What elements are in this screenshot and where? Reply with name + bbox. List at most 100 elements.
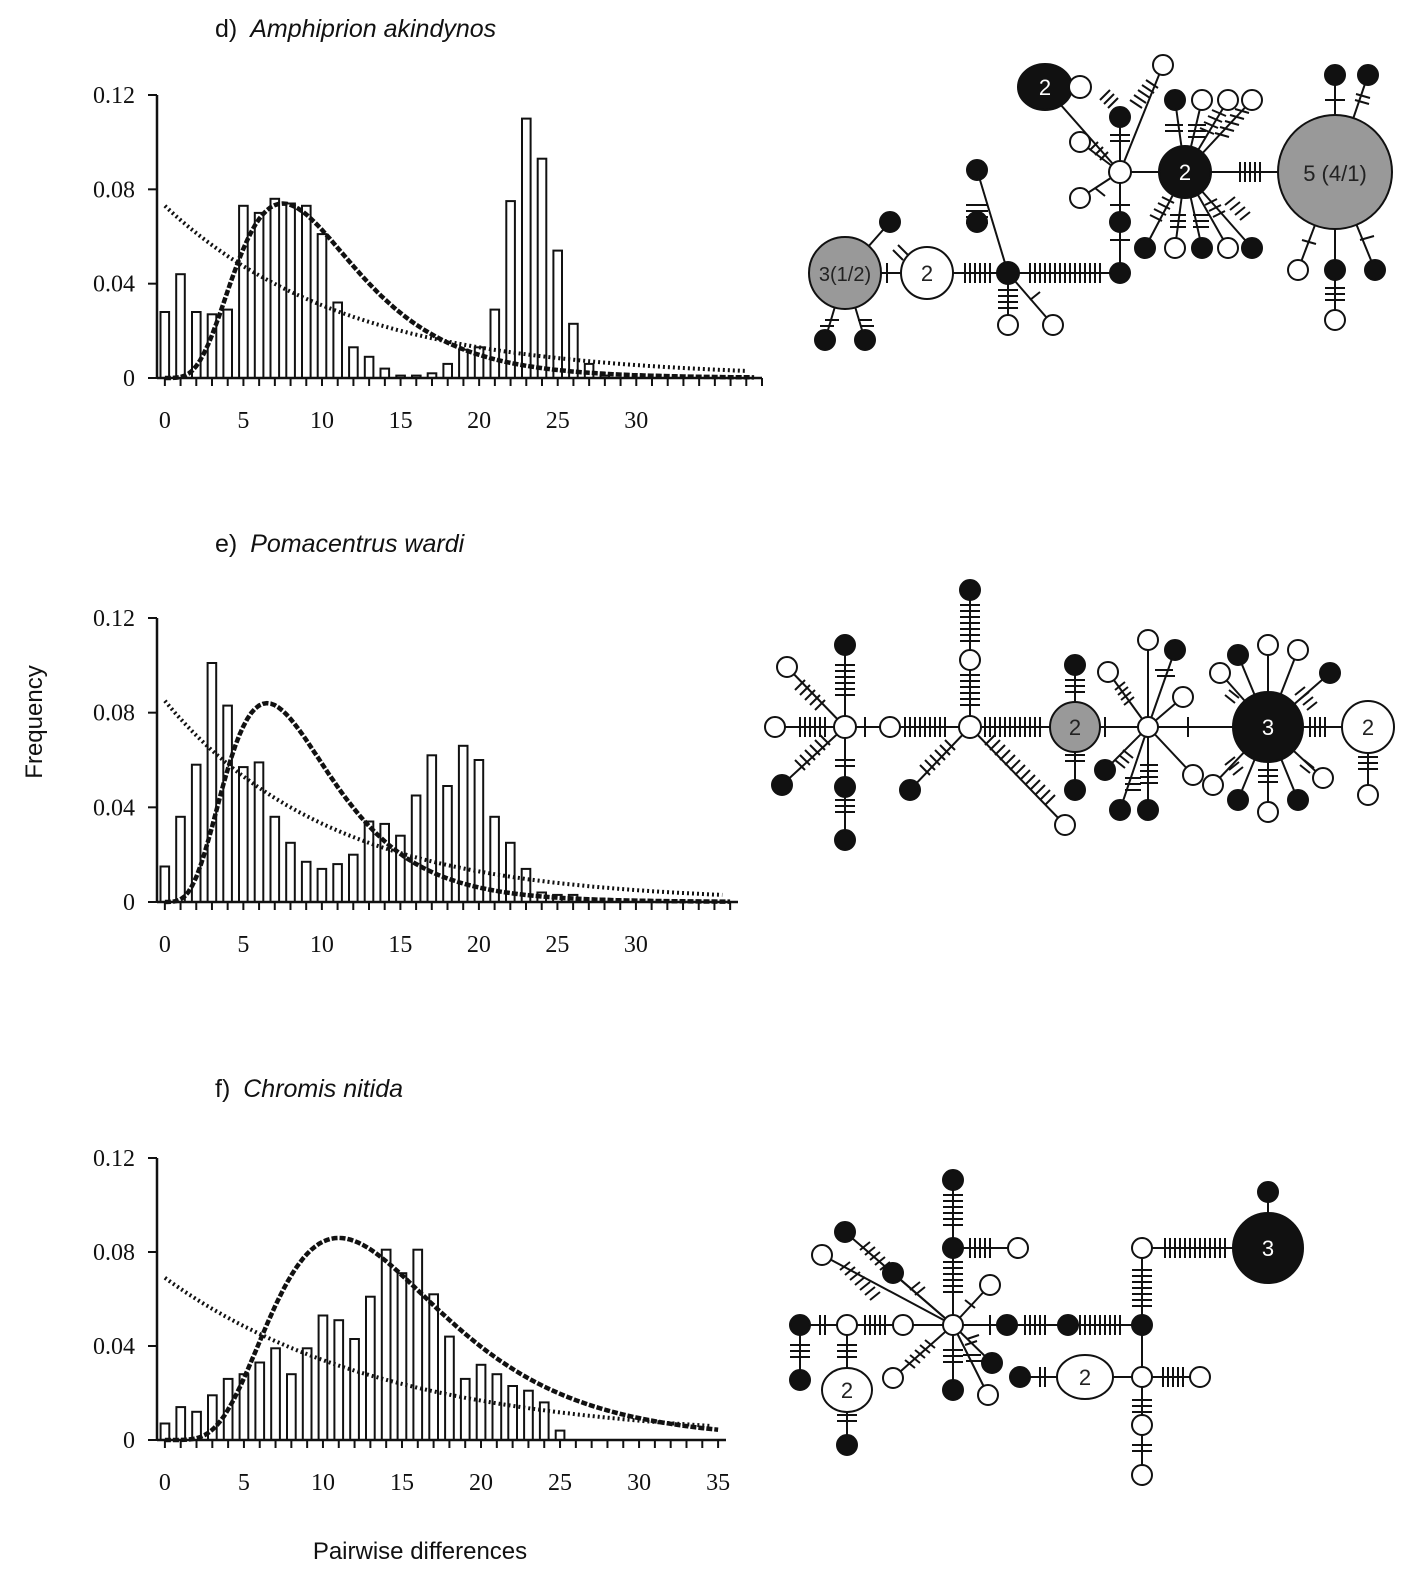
- panel-d-title: d) Amphiprion akindynos: [215, 15, 496, 43]
- network-e-node-label: 2: [1069, 715, 1081, 740]
- x-tick-label-f: 35: [706, 1470, 730, 1496]
- bar-e-6: [253, 761, 265, 904]
- y-tick-label-d: 0: [123, 366, 135, 392]
- x-tick-label-d: 20: [467, 408, 491, 434]
- x-tick-label-d: 10: [310, 408, 334, 434]
- panel-f-letter: f): [215, 1075, 230, 1103]
- bar-f-18: [444, 1335, 455, 1441]
- constant-curve-f: [163, 1276, 711, 1428]
- bar-e-10: [316, 867, 328, 904]
- y-tick-label-e: 0.12: [93, 606, 135, 632]
- bar-e-11: [332, 863, 343, 903]
- y-tick-label-d: 0.08: [93, 177, 135, 203]
- bar-d-18: [442, 362, 453, 379]
- bar-f-12: [349, 1338, 360, 1441]
- network-d-nodes: [808, 54, 1393, 351]
- network-e-labels: 2 3 2: [1069, 715, 1374, 740]
- bar-e-0: [159, 865, 171, 903]
- bar-f-24: [538, 1401, 550, 1442]
- bar-e-12: [348, 853, 359, 904]
- bar-f-21: [491, 1373, 503, 1441]
- bar-f-6: [254, 1361, 266, 1441]
- network-d-labels: 2 2 5 (4/1) 3(1/2) 2: [819, 75, 1367, 286]
- bar-f-9: [301, 1347, 313, 1442]
- y-tick-label-e: 0.08: [93, 701, 135, 727]
- bar-d-9: [301, 204, 312, 379]
- x-tick-label-e: 25: [545, 932, 569, 958]
- panel-f-species: Chromis nitida: [243, 1075, 403, 1103]
- network-f-node-label: 2: [841, 1378, 853, 1403]
- bar-e-13: [363, 820, 375, 903]
- x-tick-label-e: 15: [388, 932, 412, 958]
- bar-e-8: [285, 841, 296, 903]
- network-e-nodes: [764, 579, 1395, 851]
- y-tick-label-f: 0.12: [93, 1146, 135, 1172]
- bar-d-6: [253, 211, 265, 379]
- panel-d-letter: d): [215, 15, 237, 43]
- bar-d-7: [269, 197, 281, 379]
- bar-d-24: [536, 157, 548, 379]
- network-d-node-label: 2: [921, 261, 933, 286]
- expansion-curve-d: [164, 201, 755, 381]
- x-tick-label-d: 0: [159, 408, 171, 434]
- bar-e-7: [269, 815, 281, 903]
- chart-panel-e: 0 5 10 15 20 25 30 0 0.04 0.08 0.12: [93, 606, 738, 958]
- bar-f-22: [507, 1385, 518, 1441]
- bar-f-16: [412, 1248, 424, 1441]
- y-tick-label-e: 0: [123, 890, 135, 916]
- network-e-node-label: 2: [1362, 715, 1374, 740]
- bar-e-5: [238, 766, 249, 903]
- y-tick-label-d: 0.04: [93, 272, 135, 298]
- bar-d-8: [285, 202, 296, 379]
- bar-d-11: [332, 301, 343, 379]
- x-tick-label-f: 25: [548, 1470, 572, 1496]
- chart-panel-d: 0 5 10 15 20 25 30 0 0.04 0.08 0.12: [93, 83, 763, 434]
- x-tick-label-e: 10: [310, 932, 334, 958]
- network-f-labels: 3 2 2: [841, 1236, 1274, 1403]
- bar-e-14: [379, 822, 390, 904]
- network-f-nodes: [789, 1169, 1304, 1486]
- bar-e-19: [457, 744, 469, 903]
- bar-d-21: [489, 308, 501, 380]
- x-tick-label-e: 30: [624, 932, 648, 958]
- x-tick-label-e: 20: [467, 932, 491, 958]
- constant-curve-e: [163, 699, 723, 897]
- bar-d-19: [458, 348, 469, 380]
- x-tick-label-f: 0: [159, 1470, 171, 1496]
- y-tick-label-e: 0.04: [93, 795, 135, 821]
- x-tick-label-f: 10: [311, 1470, 335, 1496]
- network-f-node-label: 2: [1079, 1365, 1091, 1390]
- x-tick-label-d: 30: [624, 408, 648, 434]
- bar-d-0: [159, 311, 171, 379]
- y-tick-label-f: 0.04: [93, 1334, 135, 1360]
- x-tick-label-f: 20: [469, 1470, 493, 1496]
- bar-f-13: [365, 1295, 376, 1441]
- bar-f-14: [380, 1248, 392, 1441]
- bar-f-17: [428, 1293, 439, 1442]
- bar-d-23: [521, 117, 532, 379]
- network-d-node-label: 3(1/2): [819, 264, 871, 286]
- x-tick-label-d: 25: [546, 408, 570, 434]
- x-tick-label-e: 0: [159, 932, 171, 958]
- y-tick-label-f: 0: [123, 1428, 135, 1454]
- y-axis-label: Frequency: [21, 665, 48, 778]
- bar-f-25: [554, 1429, 566, 1441]
- bar-e-9: [300, 860, 312, 903]
- x-axis-label: Pairwise differences: [313, 1538, 527, 1565]
- bar-f-19: [459, 1377, 471, 1442]
- bar-e-17: [426, 754, 438, 903]
- bar-f-0: [159, 1422, 171, 1441]
- y-tick-label-f: 0.08: [93, 1240, 135, 1266]
- panel-e-letter: e): [215, 530, 237, 558]
- expansion-curve-f: [164, 1235, 719, 1443]
- x-tick-label-f: 15: [390, 1470, 414, 1496]
- bar-f-23: [523, 1389, 534, 1441]
- bar-e-1: [175, 815, 186, 903]
- network-e-node-label: 3: [1262, 715, 1274, 740]
- bar-e-16: [410, 794, 422, 903]
- bar-d-4: [222, 308, 233, 380]
- panel-e-species: Pomacentrus wardi: [250, 530, 465, 558]
- x-tick-label-f: 5: [238, 1470, 250, 1496]
- network-f-node-label: 3: [1262, 1236, 1274, 1261]
